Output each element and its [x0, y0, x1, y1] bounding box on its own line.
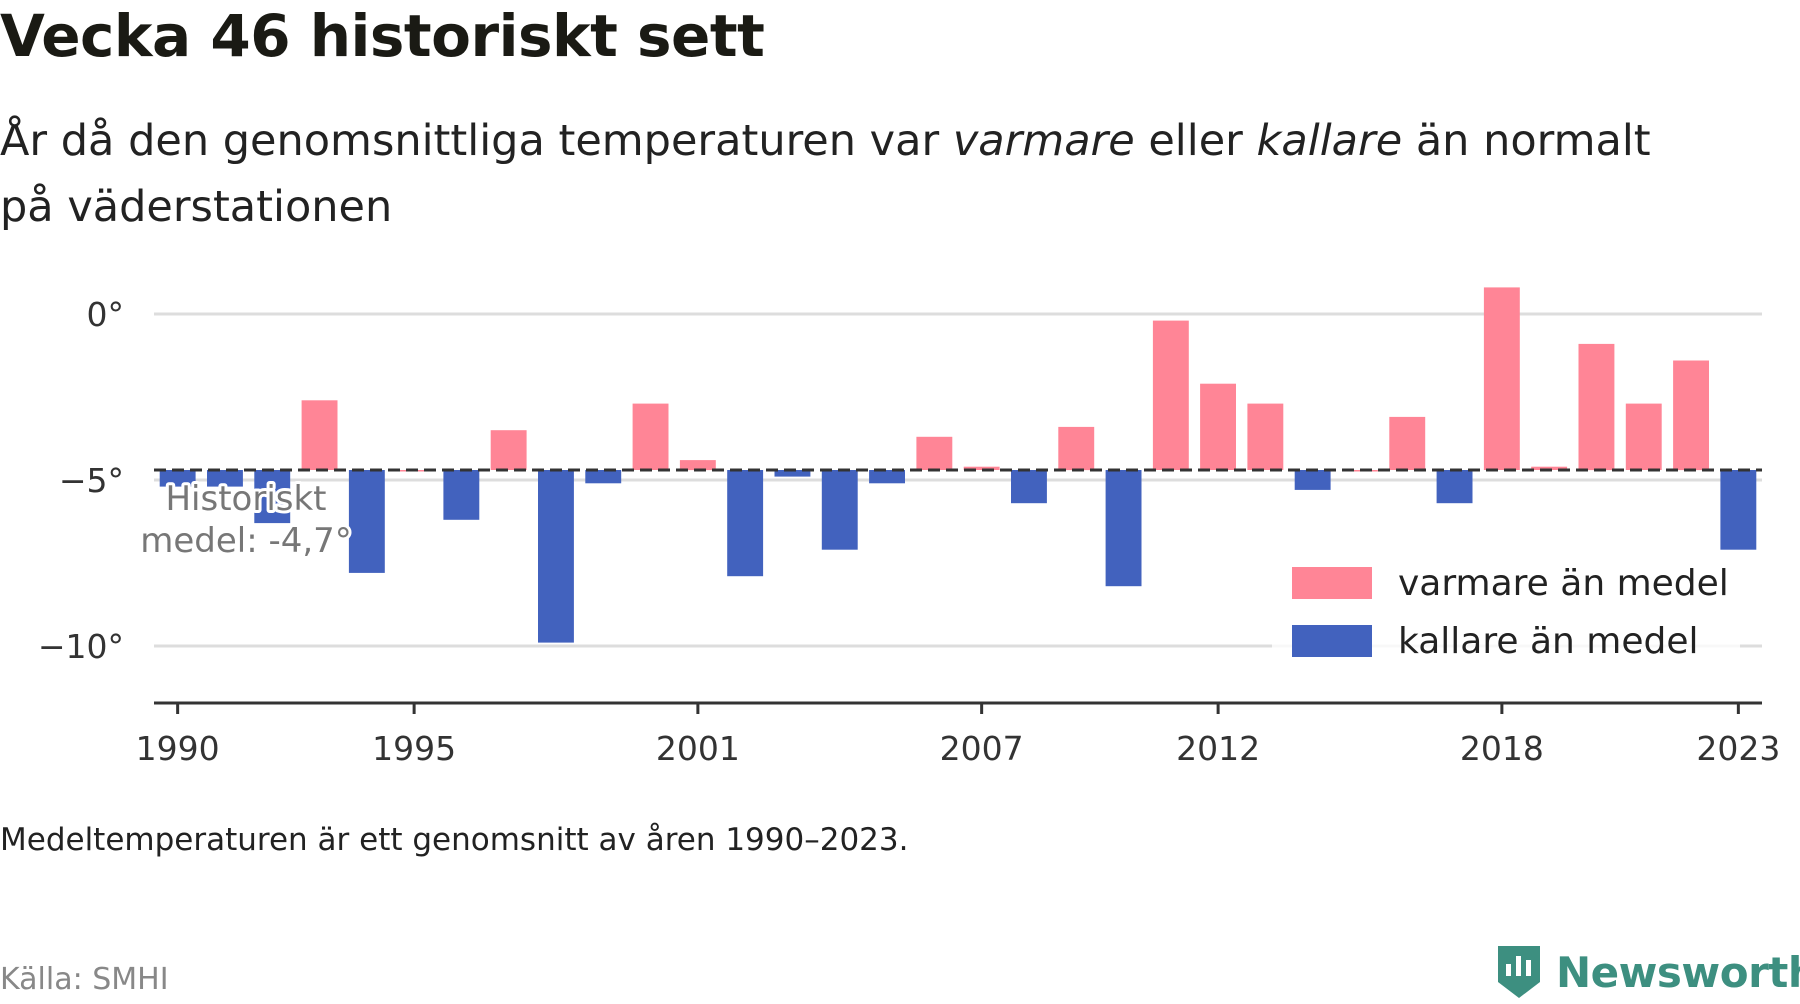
- subtitle-warmer: varmare: [952, 116, 1135, 166]
- x-tick-label-0: 1990: [136, 729, 220, 768]
- bar-1999: [585, 470, 622, 484]
- bar-2023: [1720, 470, 1757, 550]
- bar-2009: [1058, 426, 1095, 471]
- legend-swatch-0: [1292, 567, 1372, 599]
- bar-2010: [1105, 470, 1142, 587]
- bar-2014: [1294, 470, 1331, 490]
- bar-2016: [1389, 416, 1426, 470]
- x-tick-label-6: 2023: [1696, 729, 1780, 768]
- legend-label-0: varmare än medel: [1398, 563, 1729, 604]
- bar-2017: [1436, 470, 1473, 504]
- bar-2015: [1342, 470, 1378, 472]
- x-tick-label-4: 2012: [1176, 729, 1260, 768]
- bar-2021: [1625, 403, 1662, 470]
- newsworthy-logo-icon: [1498, 946, 1540, 998]
- legend-label-1: kallare än medel: [1398, 621, 1698, 662]
- x-tick-label-1: 1995: [372, 729, 456, 768]
- bar-2013: [1247, 403, 1284, 470]
- bar-1997: [490, 430, 527, 470]
- subtitle-text-1: År då den genomsnittliga temperaturen va…: [0, 116, 953, 166]
- bar-2020: [1578, 343, 1615, 471]
- bar-2000: [632, 403, 669, 470]
- bar-2005: [869, 470, 905, 484]
- bar-2018: [1483, 287, 1520, 470]
- bar-2008: [1011, 470, 1047, 504]
- y-tick-label-2: −10°: [38, 627, 124, 666]
- bar-2003: [774, 470, 811, 477]
- bar-1992: [254, 470, 291, 524]
- bar-2006: [916, 436, 953, 470]
- bar-2004: [821, 470, 858, 550]
- bar-2012: [1200, 383, 1236, 470]
- x-tick-label-2: 2001: [656, 729, 740, 768]
- subtitle-colder: kallare: [1256, 116, 1403, 166]
- x-tick-label-5: 2018: [1460, 729, 1544, 768]
- bar-2019: [1531, 466, 1568, 470]
- logo-wordmark: Newsworthy: [1556, 947, 1800, 997]
- bar-1994: [348, 470, 385, 573]
- bar-1991: [207, 470, 243, 487]
- subtitle-text-2: eller: [1134, 116, 1257, 166]
- bar-1998: [538, 470, 574, 643]
- baseline-label-1: medel: -4,7°: [140, 521, 352, 561]
- bar-2011: [1152, 320, 1189, 470]
- newsworthy-logo: Newsworthy: [1494, 940, 1800, 1004]
- bar-2002: [727, 470, 764, 577]
- y-tick-label-1: −5°: [59, 461, 124, 500]
- y-tick-label-0: 0°: [87, 295, 125, 334]
- bar-2007: [963, 466, 1000, 470]
- bar-2022: [1673, 360, 1709, 471]
- bar-2001: [679, 460, 716, 471]
- baseline-label-0: Historiskt: [165, 479, 326, 519]
- legend-swatch-1: [1292, 625, 1372, 657]
- bar-1990: [159, 470, 196, 487]
- x-tick-label-3: 2007: [940, 729, 1024, 768]
- footnote: Medeltemperaturen är ett genomsnitt av å…: [0, 822, 909, 858]
- bar-1996: [443, 470, 480, 520]
- bar-1993: [301, 400, 338, 470]
- source-credit: Källa: SMHI: [0, 962, 169, 997]
- chart-subtitle: År då den genomsnittliga temperaturen va…: [0, 108, 1700, 240]
- subtitle-text-3: än normalt på väderstationen: [0, 116, 1651, 232]
- chart-title: Vecka 46 historiskt sett: [0, 2, 765, 70]
